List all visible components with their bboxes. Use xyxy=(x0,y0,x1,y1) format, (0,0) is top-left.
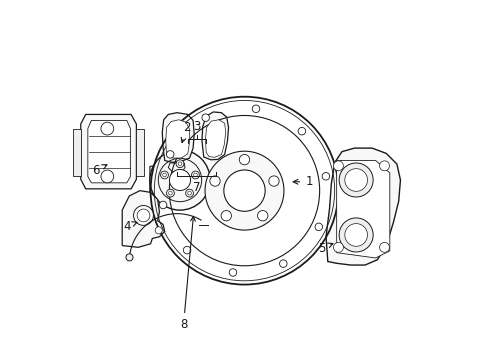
Circle shape xyxy=(333,161,343,171)
Circle shape xyxy=(333,242,343,252)
Circle shape xyxy=(204,151,284,230)
Circle shape xyxy=(183,246,190,254)
Circle shape xyxy=(176,160,183,168)
Circle shape xyxy=(168,192,172,195)
Circle shape xyxy=(178,162,182,166)
Circle shape xyxy=(163,173,166,177)
Circle shape xyxy=(268,176,279,186)
Circle shape xyxy=(155,227,162,234)
Circle shape xyxy=(252,105,259,113)
Polygon shape xyxy=(162,113,194,162)
Circle shape xyxy=(185,189,193,197)
Circle shape xyxy=(314,223,322,231)
Circle shape xyxy=(150,97,338,284)
Text: 4: 4 xyxy=(123,220,137,233)
Polygon shape xyxy=(165,120,189,158)
Circle shape xyxy=(101,122,114,135)
Circle shape xyxy=(379,161,388,171)
Circle shape xyxy=(187,192,191,195)
Text: 8: 8 xyxy=(180,216,195,331)
Circle shape xyxy=(101,170,114,183)
Circle shape xyxy=(159,201,166,209)
Circle shape xyxy=(239,154,249,165)
Circle shape xyxy=(166,150,174,158)
Circle shape xyxy=(344,224,367,246)
Circle shape xyxy=(202,114,209,121)
Circle shape xyxy=(149,150,210,210)
Circle shape xyxy=(339,163,372,197)
Circle shape xyxy=(126,254,133,261)
Text: 2: 2 xyxy=(181,121,190,143)
Text: 7: 7 xyxy=(192,181,200,194)
Text: 1: 1 xyxy=(293,175,312,188)
Circle shape xyxy=(166,189,174,197)
Polygon shape xyxy=(81,114,136,189)
Circle shape xyxy=(133,206,153,225)
Polygon shape xyxy=(205,120,225,157)
Polygon shape xyxy=(136,129,144,176)
Text: 5: 5 xyxy=(317,242,332,255)
Polygon shape xyxy=(73,129,81,176)
Circle shape xyxy=(221,211,231,221)
Circle shape xyxy=(224,170,264,211)
Circle shape xyxy=(169,170,190,190)
Circle shape xyxy=(379,242,388,252)
Circle shape xyxy=(257,211,267,221)
Text: 6: 6 xyxy=(92,163,107,176)
Circle shape xyxy=(209,176,220,186)
Circle shape xyxy=(191,171,199,179)
Circle shape xyxy=(193,173,197,177)
Circle shape xyxy=(279,260,286,267)
Circle shape xyxy=(229,269,236,276)
Circle shape xyxy=(344,168,367,192)
Circle shape xyxy=(339,218,372,252)
Circle shape xyxy=(160,171,168,179)
Polygon shape xyxy=(88,121,130,183)
Polygon shape xyxy=(336,161,389,258)
Text: 3: 3 xyxy=(193,120,200,133)
Polygon shape xyxy=(149,163,178,197)
Circle shape xyxy=(322,172,329,180)
Polygon shape xyxy=(122,191,164,247)
Circle shape xyxy=(298,127,305,135)
Polygon shape xyxy=(202,112,228,160)
Polygon shape xyxy=(325,148,400,265)
